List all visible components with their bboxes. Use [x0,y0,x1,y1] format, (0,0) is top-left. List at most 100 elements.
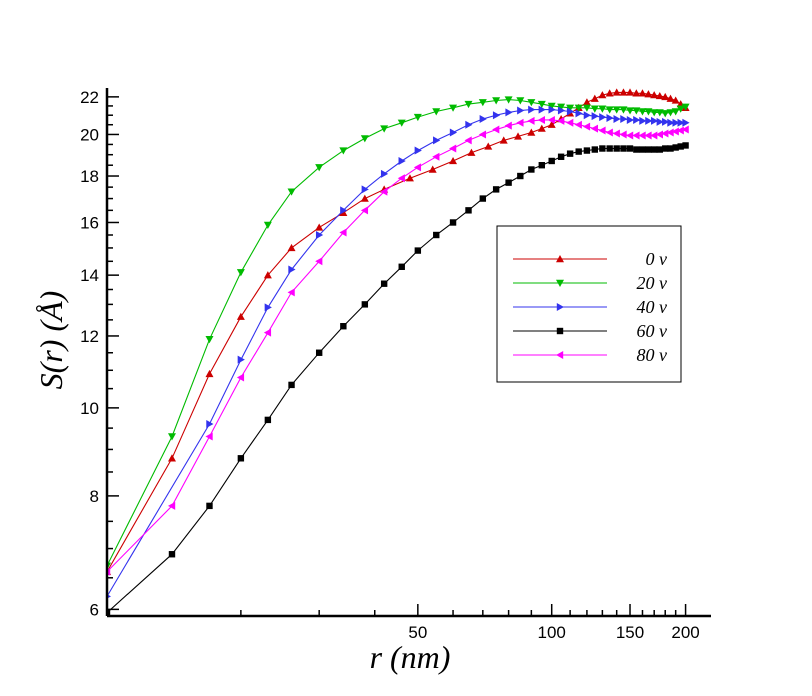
data-point [205,432,213,441]
data-point [626,131,634,140]
data-point [380,280,388,287]
data-point [556,303,564,311]
data-point [492,111,501,120]
data-point [638,108,647,116]
data-point [449,156,458,165]
data-point [413,163,422,172]
data-point [556,255,564,263]
data-point [107,609,111,616]
data-point [632,131,640,140]
data-point [492,125,500,134]
data-point [619,106,628,114]
data-point [591,112,599,121]
data-point [288,381,295,389]
data-point [484,142,493,150]
data-point [478,130,487,139]
data-point [517,172,524,180]
data-point [644,108,653,116]
tick-labels: 6 8 10 12 14 16 18 20 22 50 100 150 200 [80,88,700,642]
data-point [479,195,487,202]
data-point [360,135,369,143]
data-point [650,146,658,153]
data-point [360,206,369,215]
data-point [612,106,621,114]
data-point [667,118,675,127]
data-point [537,124,546,132]
data-point [677,143,684,150]
data-point [598,126,606,135]
data-point [626,115,635,124]
legend-entry: 60 v [513,321,667,341]
y-tick-label: 6 [90,600,99,619]
data-point [644,90,653,98]
data-point [340,323,347,330]
data-point [517,106,525,115]
data-point [661,92,670,101]
data-point [527,99,536,107]
data-point [619,130,627,139]
data-point [557,116,565,125]
data-point [613,145,620,152]
legend-entry: 40 v [513,297,667,317]
data-point [514,132,523,140]
data-point [666,109,675,117]
data-point [599,113,607,122]
data-point [528,166,535,173]
data-point [432,108,441,116]
x-tick-label: 150 [616,623,644,642]
data-point [516,118,524,127]
data-point [264,416,272,424]
data-point [236,269,245,277]
data-point [557,153,565,160]
data-point [548,157,555,165]
tick-marks [107,96,687,616]
series-1 [107,96,690,570]
y-tick-label: 8 [90,487,99,506]
data-point [237,355,245,364]
data-point [671,96,680,104]
data-point [464,136,472,145]
data-point [606,114,614,123]
data-point [360,194,369,202]
data-point [676,105,685,113]
data-point [620,114,628,123]
data-point [339,228,347,237]
data-point [287,243,296,252]
data-point [638,131,646,140]
data-point [667,145,674,152]
data-point [556,327,564,335]
data-point [516,97,525,105]
y-tick-label: 10 [80,399,99,418]
data-point [287,288,295,297]
legend-entry: 80 v [513,345,667,365]
data-point [639,116,647,125]
data-point [582,122,591,131]
data-point [361,185,369,194]
legend-entry: 20 v [513,273,667,293]
data-point [538,105,546,114]
data-point [380,187,388,196]
legend-label: 80 v [637,345,668,365]
data-point [397,119,406,127]
data-point [414,247,422,254]
legend: 0 v 20 v 40 v 60 v 80 v [496,225,682,383]
data-point [537,115,546,124]
data-point [626,107,635,115]
data-point [206,419,214,428]
legend-entry: 0 v [513,249,667,269]
data-point [566,150,574,157]
data-point [527,116,535,125]
x-tick-label: 200 [671,623,699,642]
data-point [557,103,566,111]
data-point [590,105,599,113]
data-point [662,117,670,126]
legend-label: 20 v [637,273,668,293]
data-point [398,156,406,165]
data-point [612,129,620,138]
data-point [315,223,324,231]
data-point [661,129,669,138]
data-point [666,94,675,102]
data-point [236,312,245,320]
data-point [575,109,583,118]
data-point [655,130,663,139]
